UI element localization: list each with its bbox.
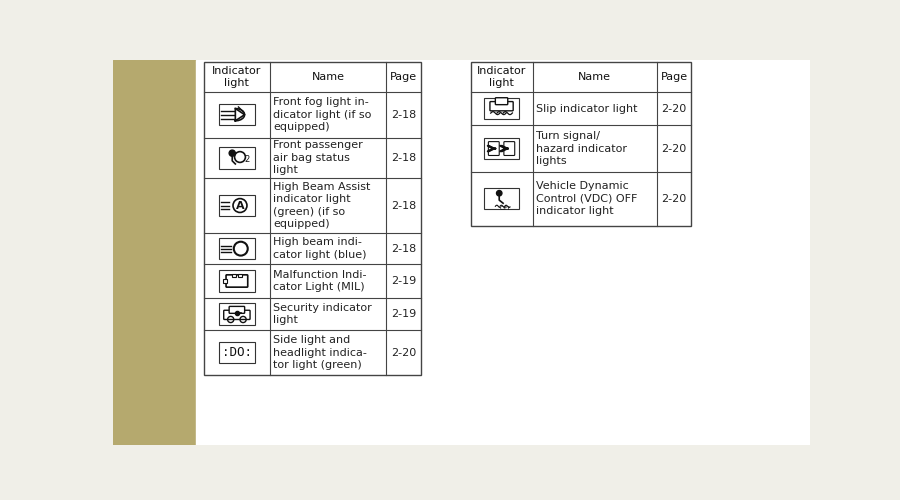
Bar [223, 278, 227, 283]
Text: 2: 2 [245, 155, 250, 164]
Bar [219, 342, 255, 363]
Text: Page: Page [661, 72, 688, 82]
Bar [483, 138, 519, 160]
Text: 2-20: 2-20 [662, 104, 687, 114]
Bar [219, 270, 255, 292]
Bar [238, 274, 242, 277]
Bar [219, 194, 255, 216]
FancyBboxPatch shape [230, 306, 245, 314]
Bar [219, 147, 255, 169]
Text: :DO:: :DO: [222, 346, 252, 359]
Text: 2-18: 2-18 [391, 153, 416, 163]
Text: 2-20: 2-20 [662, 144, 687, 154]
Bar [483, 188, 519, 210]
Text: 2-19: 2-19 [391, 309, 416, 319]
FancyBboxPatch shape [504, 142, 515, 156]
Bar [232, 274, 236, 277]
FancyBboxPatch shape [489, 142, 500, 156]
Bar [219, 104, 255, 126]
Bar [471, 62, 691, 226]
Text: Indicator
light: Indicator light [212, 66, 262, 88]
Text: Security indicator
light: Security indicator light [273, 303, 372, 326]
Text: Page: Page [390, 72, 417, 82]
Text: Front passenger
air bag status
light: Front passenger air bag status light [273, 140, 363, 175]
Bar [483, 98, 519, 120]
Text: 2-20: 2-20 [391, 348, 416, 358]
Text: Indicator
light: Indicator light [477, 66, 526, 88]
Text: 2-20: 2-20 [662, 194, 687, 203]
Text: High Beam Assist
indicator light
(green) (if so
equipped): High Beam Assist indicator light (green)… [273, 182, 370, 229]
Text: Name: Name [578, 72, 611, 82]
FancyBboxPatch shape [224, 310, 250, 320]
Circle shape [497, 190, 502, 196]
Bar [219, 238, 255, 260]
Text: 2-18: 2-18 [391, 200, 416, 210]
Bar [112, 60, 196, 445]
FancyBboxPatch shape [490, 102, 513, 111]
Text: Turn signal/
hazard indicator
lights: Turn signal/ hazard indicator lights [536, 131, 626, 166]
Text: 2-18: 2-18 [391, 110, 416, 120]
Text: 2-18: 2-18 [391, 244, 416, 254]
Text: Malfunction Indi-
cator Light (MIL): Malfunction Indi- cator Light (MIL) [273, 270, 366, 292]
Text: OFF: OFF [500, 206, 512, 212]
Text: High beam indi-
cator light (blue): High beam indi- cator light (blue) [273, 238, 366, 260]
Bar [196, 60, 810, 445]
Text: Front fog light in-
dicator light (if so
equipped): Front fog light in- dicator light (if so… [273, 98, 372, 132]
Text: Name: Name [311, 72, 345, 82]
Bar [219, 304, 255, 325]
Circle shape [230, 150, 235, 156]
Text: Slip indicator light: Slip indicator light [536, 104, 637, 114]
FancyBboxPatch shape [495, 98, 508, 104]
Text: Side light and
headlight indica-
tor light (green): Side light and headlight indica- tor lig… [273, 335, 367, 370]
Bar [204, 62, 421, 375]
Text: 2-19: 2-19 [391, 276, 416, 286]
Text: Vehicle Dynamic
Control (VDC) OFF
indicator light: Vehicle Dynamic Control (VDC) OFF indica… [536, 181, 637, 216]
FancyBboxPatch shape [226, 275, 248, 287]
Text: A: A [236, 200, 244, 210]
